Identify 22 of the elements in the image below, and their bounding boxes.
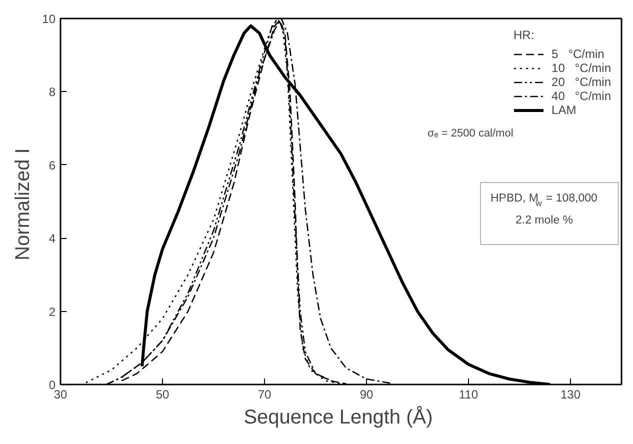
legend-label: 10 °C/min: [552, 61, 611, 75]
x-tick-label: 50: [156, 388, 170, 402]
legend-title: HR:: [514, 28, 536, 42]
x-tick-label: 110: [458, 388, 478, 402]
annotation: 2.2 mole %: [516, 214, 574, 226]
y-tick-label: 0: [48, 378, 56, 392]
legend-label: 20 °C/min: [552, 75, 611, 89]
x-tick-label: 130: [560, 388, 581, 402]
y-tick-label: 2: [48, 304, 56, 319]
y-axis-title: Normalized I: [12, 148, 34, 260]
x-tick-label: 30: [54, 388, 68, 402]
legend-label: LAM: [552, 103, 576, 117]
y-tick-label: 8: [48, 85, 56, 100]
y-tick-label: 10: [42, 12, 56, 26]
y-tick-label: 6: [48, 158, 56, 172]
y-tick-label: 4: [48, 232, 56, 246]
x-tick-label: 70: [258, 388, 272, 402]
x-axis-title: Sequence Length (Å): [244, 406, 433, 428]
annotation: σₑ = 2500 cal/mol: [428, 128, 514, 140]
legend-label: 5 °C/min: [552, 47, 604, 61]
legend-label: 40 °C/min: [552, 89, 611, 103]
x-tick-label: 90: [360, 388, 374, 402]
